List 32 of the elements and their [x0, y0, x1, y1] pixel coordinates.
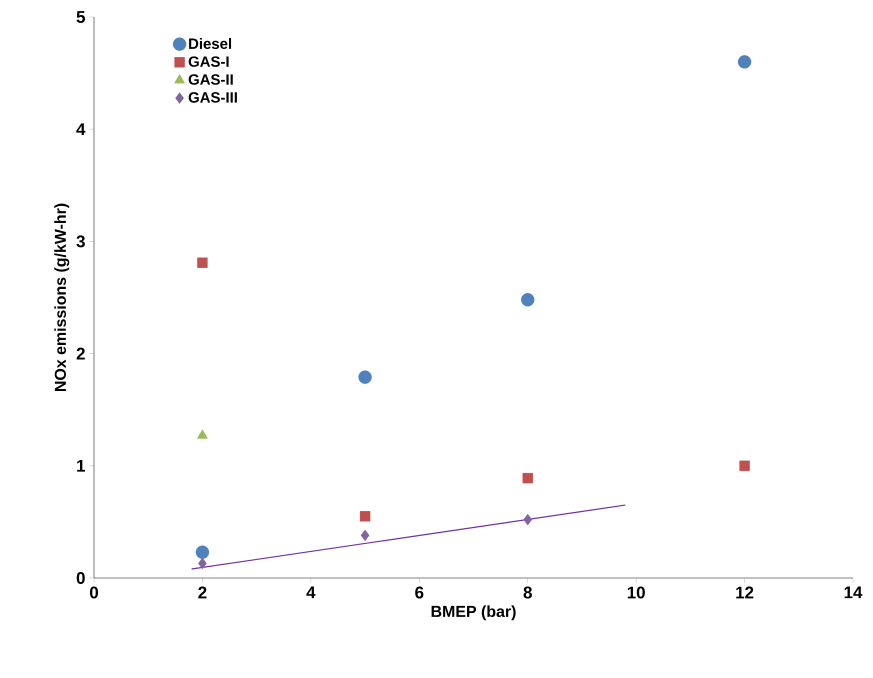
point: [196, 545, 210, 559]
point: [360, 530, 370, 542]
point: [197, 429, 208, 439]
point: [521, 293, 534, 306]
x-tick-label: 12: [736, 586, 754, 598]
y-tick-label: 5: [76, 11, 86, 23]
x-tick-label: 4: [306, 586, 316, 598]
legend-label: GAS-II: [188, 74, 233, 85]
x-tick-label: 14: [844, 586, 862, 598]
legend-label: GAS-I: [188, 56, 229, 67]
x-tick-label: 0: [90, 586, 98, 599]
x-tick-label: 8: [524, 586, 532, 599]
point: [358, 370, 372, 384]
x-axis-title: BMEP (bar): [432, 605, 516, 620]
point: [197, 258, 208, 268]
point: [360, 511, 370, 522]
y-tick-label: 1: [77, 460, 86, 472]
y-tick-label: 3: [76, 235, 85, 248]
y-axis-title: NOx emissions (g/kW-hr): [54, 204, 70, 392]
x-tick-label: 10: [628, 586, 645, 599]
point: [522, 472, 533, 484]
point: [738, 55, 752, 69]
y-tick-label: 2: [76, 348, 85, 360]
y-tick-label: 0: [76, 572, 85, 584]
x-tick-label: 6: [415, 586, 424, 599]
point: [523, 514, 532, 526]
legend-label: GAS-III: [188, 92, 237, 103]
point: [198, 558, 207, 570]
y-tick-label: 4: [76, 123, 86, 136]
legend-label: Diesel: [189, 38, 232, 49]
point: [739, 460, 750, 471]
x-tick-label: 2: [198, 586, 206, 598]
